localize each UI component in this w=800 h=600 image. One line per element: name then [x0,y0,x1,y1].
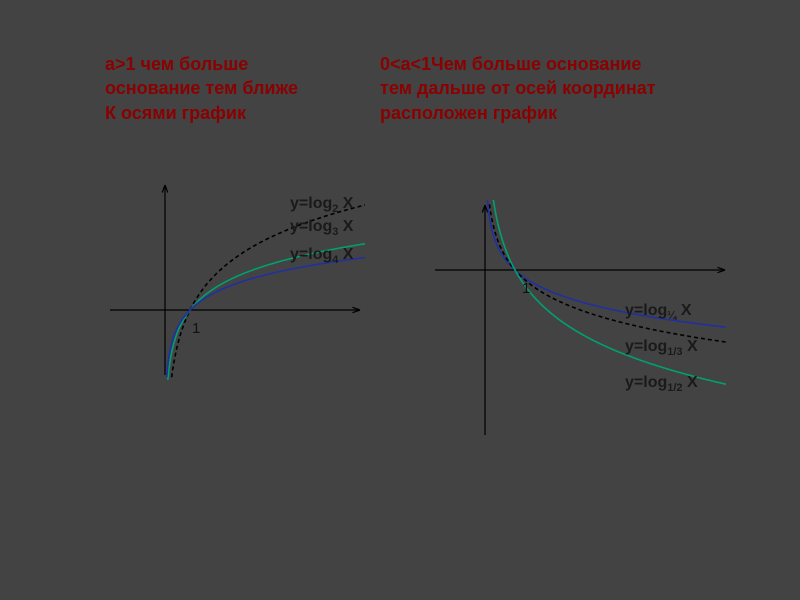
label-log-1-2: y=log1/2 X [625,374,698,394]
title-right: 0<a<1Чем больше основание тем дальше от … [380,52,660,125]
tick-1-right: 1 [522,280,530,297]
label-log3: y=log3 X [290,218,353,238]
tick-1-left: 1 [192,320,200,337]
label-log-1-3: y=log1/3 X [625,338,698,358]
label-log2: y=log2 X [290,195,353,215]
label-log-1-4: y=log¼ X [625,302,692,322]
label-log4: y=log4 X [290,246,353,266]
title-left: a>1 чем больше основание тем ближеК осям… [105,52,335,125]
